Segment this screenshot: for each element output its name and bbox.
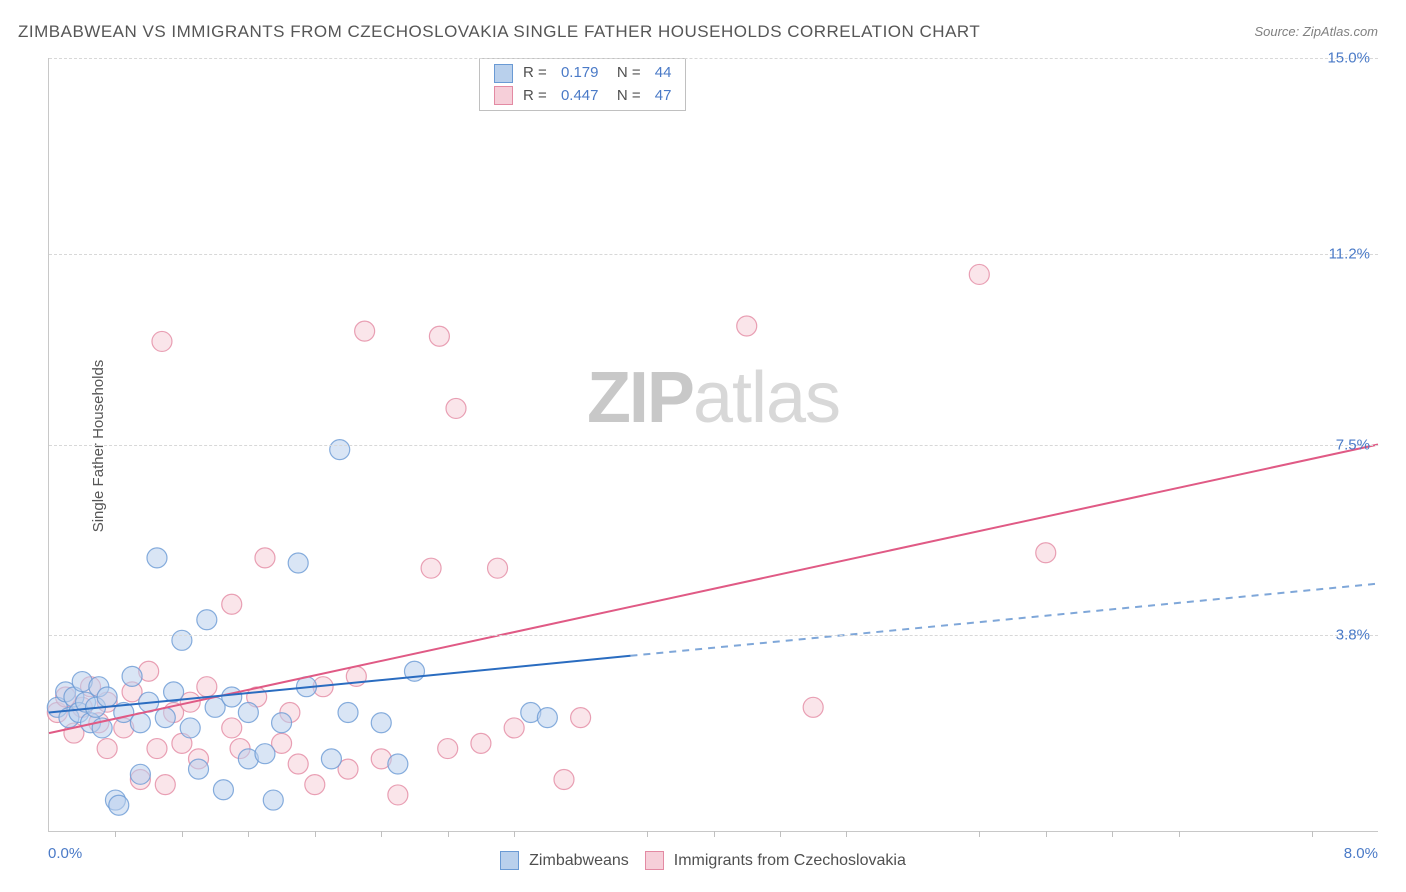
- scatter-point: [222, 718, 242, 738]
- x-tick: [182, 831, 183, 837]
- plot-area: ZIPatlas R = 0.179 N = 44R = 0.447 N = 4…: [48, 58, 1378, 832]
- scatter-point: [189, 759, 209, 779]
- scatter-point: [571, 708, 591, 728]
- scatter-point: [321, 749, 341, 769]
- x-tick: [1179, 831, 1180, 837]
- scatter-point: [263, 790, 283, 810]
- y-tick-label: 15.0%: [1327, 50, 1370, 67]
- x-tick: [1046, 831, 1047, 837]
- gridline: [49, 58, 1378, 59]
- x-tick: [979, 831, 980, 837]
- scatter-point: [288, 754, 308, 774]
- y-tick-label: 3.8%: [1336, 627, 1370, 644]
- scatter-point: [803, 697, 823, 717]
- scatter-point: [446, 398, 466, 418]
- scatter-point: [471, 733, 491, 753]
- scatter-point: [197, 610, 217, 630]
- scatter-point: [255, 548, 275, 568]
- scatter-point: [97, 687, 117, 707]
- scatter-point: [97, 739, 117, 759]
- scatter-point: [222, 594, 242, 614]
- legend-label: Immigrants from Czechoslovakia: [674, 852, 906, 870]
- chart-title: ZIMBABWEAN VS IMMIGRANTS FROM CZECHOSLOV…: [18, 22, 980, 42]
- x-tick: [1312, 831, 1313, 837]
- scatter-point: [155, 775, 175, 795]
- x-tick: [514, 831, 515, 837]
- gridline: [49, 254, 1378, 255]
- x-tick: [780, 831, 781, 837]
- scatter-point: [1036, 543, 1056, 563]
- source-attribution: Source: ZipAtlas.com: [1254, 24, 1378, 39]
- stats-legend: R = 0.179 N = 44R = 0.447 N = 47: [479, 58, 686, 111]
- trend-line-s2: [49, 445, 1378, 734]
- scatter-point: [122, 666, 142, 686]
- scatter-point: [109, 795, 129, 815]
- stats-legend-row: R = 0.447 N = 47: [494, 85, 671, 108]
- legend-item: Zimbabweans: [500, 851, 629, 870]
- scatter-point: [197, 677, 217, 697]
- x-tick: [647, 831, 648, 837]
- legend-swatch: [645, 851, 664, 870]
- x-tick: [448, 831, 449, 837]
- scatter-point: [537, 708, 557, 728]
- scatter-point: [429, 326, 449, 346]
- scatter-point: [305, 775, 325, 795]
- y-tick-label: 7.5%: [1336, 436, 1370, 453]
- x-tick: [714, 831, 715, 837]
- scatter-point: [152, 331, 172, 351]
- legend-item: Immigrants from Czechoslovakia: [645, 851, 906, 870]
- scatter-point: [222, 687, 242, 707]
- n-value: 44: [655, 62, 672, 85]
- scatter-point: [504, 718, 524, 738]
- trend-line-s1-ext: [630, 584, 1378, 656]
- scatter-point: [272, 713, 292, 733]
- scatter-point: [737, 316, 757, 336]
- x-tick: [381, 831, 382, 837]
- scatter-point: [172, 630, 192, 650]
- x-tick: [115, 831, 116, 837]
- legend-swatch: [494, 86, 513, 105]
- x-tick: [248, 831, 249, 837]
- scatter-point: [388, 754, 408, 774]
- gridline: [49, 635, 1378, 636]
- scatter-point: [554, 769, 574, 789]
- scatter-point: [213, 780, 233, 800]
- scatter-point: [338, 702, 358, 722]
- scatter-point: [969, 264, 989, 284]
- legend-swatch: [500, 851, 519, 870]
- scatter-point: [130, 764, 150, 784]
- scatter-point: [421, 558, 441, 578]
- legend-swatch: [494, 64, 513, 83]
- x-tick: [315, 831, 316, 837]
- scatter-point: [371, 713, 391, 733]
- r-value: 0.447: [561, 85, 599, 108]
- scatter-point: [147, 739, 167, 759]
- scatter-point: [288, 553, 308, 573]
- scatter-point: [180, 718, 200, 738]
- scatter-point: [388, 785, 408, 805]
- legend-label: Zimbabweans: [529, 852, 629, 870]
- scatter-point: [147, 548, 167, 568]
- scatter-point: [488, 558, 508, 578]
- n-value: 47: [655, 85, 672, 108]
- x-tick: [846, 831, 847, 837]
- r-value: 0.179: [561, 62, 599, 85]
- y-tick-label: 11.2%: [1329, 245, 1370, 262]
- gridline: [49, 445, 1378, 446]
- scatter-point: [438, 739, 458, 759]
- scatter-point: [238, 702, 258, 722]
- scatter-point: [155, 708, 175, 728]
- scatter-point: [355, 321, 375, 341]
- scatter-point: [255, 744, 275, 764]
- scatter-point: [330, 440, 350, 460]
- x-tick: [1112, 831, 1113, 837]
- stats-legend-row: R = 0.179 N = 44: [494, 62, 671, 85]
- series-legend: Zimbabweans Immigrants from Czechoslovaki…: [0, 851, 1406, 870]
